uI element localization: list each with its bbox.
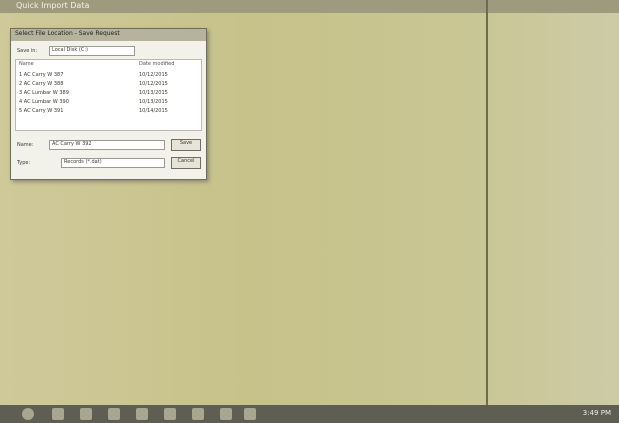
column-name: Name (19, 61, 34, 67)
taskbar-icon[interactable] (108, 408, 120, 420)
start-button[interactable] (22, 408, 34, 420)
file-name: 3 AC Lumbar W 389 (19, 90, 69, 96)
taskbar-icon[interactable] (52, 408, 64, 420)
file-row[interactable]: 5 AC Carry W 391 10/14/2015 (19, 108, 197, 116)
save-in-dropdown[interactable]: Local Disk (C:) (49, 46, 135, 56)
file-name-input[interactable]: AC Carry W 392 (49, 140, 165, 150)
file-row[interactable]: 2 AC Carry W 388 10/12/2015 (19, 81, 197, 89)
file-list: Name Date modified 1 AC Carry W 387 10/12… (15, 59, 202, 131)
file-name: 4 AC Lumbar W 390 (19, 99, 69, 105)
window-title: Quick Import Data (16, 1, 90, 10)
type-label: Type: (17, 160, 31, 166)
title-bar: Quick Import Data (0, 0, 619, 13)
file-name: 1 AC Carry W 387 (19, 72, 64, 78)
save-button[interactable]: Save (171, 139, 201, 151)
file-row[interactable]: 3 AC Lumbar W 389 10/13/2015 (19, 90, 197, 98)
taskbar-icon[interactable] (80, 408, 92, 420)
type-dropdown[interactable]: Records (*.dat) (61, 158, 165, 168)
dialog-title: Select File Location - Save Request (11, 29, 206, 41)
list-header: Name Date modified (19, 61, 197, 69)
file-name: 5 AC Carry W 391 (19, 108, 64, 114)
clock: 3:49 PM (582, 409, 611, 417)
file-date: 10/12/2015 (139, 72, 168, 78)
save-in-label: Save in: (17, 48, 38, 54)
taskbar-icon[interactable] (164, 408, 176, 420)
file-date: 10/13/2015 (139, 90, 168, 96)
file-name: 2 AC Carry W 388 (19, 81, 64, 87)
save-dialog: Select File Location - Save Request Save… (10, 28, 207, 180)
cancel-button[interactable]: Cancel (171, 157, 201, 169)
file-date: 10/12/2015 (139, 81, 168, 87)
file-row[interactable]: 4 AC Lumbar W 390 10/13/2015 (19, 99, 197, 107)
divider (486, 0, 488, 405)
file-date: 10/14/2015 (139, 108, 168, 114)
taskbar-icon[interactable] (220, 408, 232, 420)
taskbar-icon[interactable] (244, 408, 256, 420)
taskbar-icon[interactable] (192, 408, 204, 420)
file-row[interactable]: 1 AC Carry W 387 10/12/2015 (19, 72, 197, 80)
taskbar: 3:49 PM (0, 405, 619, 423)
file-date: 10/13/2015 (139, 99, 168, 105)
taskbar-icon[interactable] (136, 408, 148, 420)
file-name-label: Name: (17, 142, 34, 148)
column-date: Date modified (139, 61, 175, 67)
